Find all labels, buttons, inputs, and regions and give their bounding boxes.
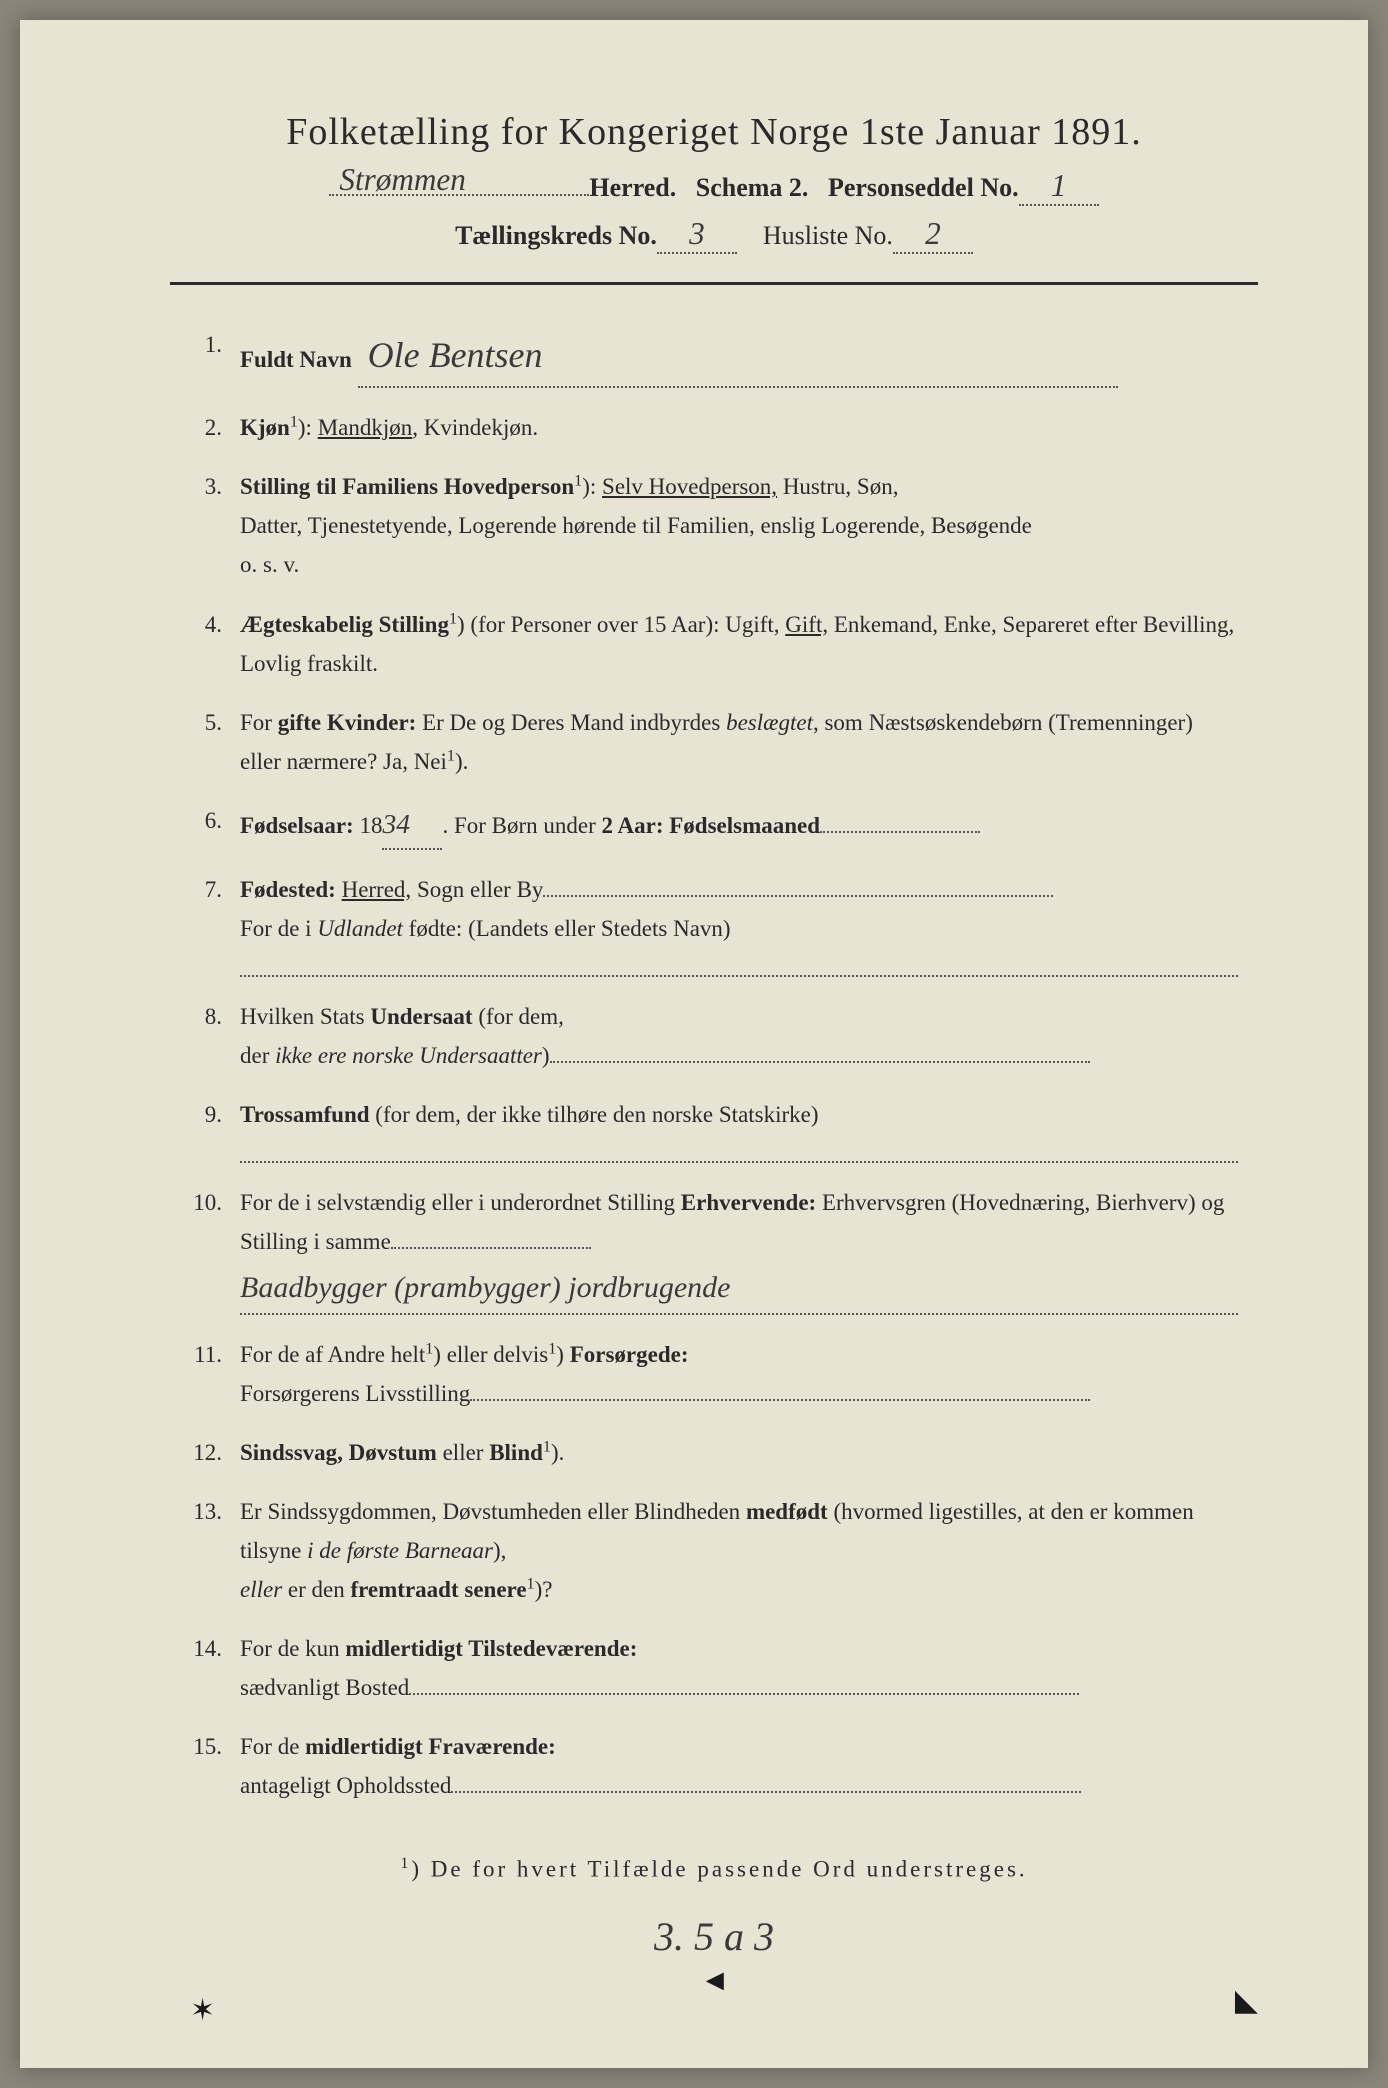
religion-field: [240, 1140, 1238, 1163]
position-selected: Selv Hovedperson,: [602, 474, 777, 499]
header-rule: [170, 282, 1258, 285]
ink-dot-icon: ✶: [190, 1993, 215, 2028]
form-body: 1. Fuldt Navn Ole Bentsen 2. Kjøn1): Man…: [170, 325, 1258, 1805]
item-7: 7. Fødested: Herred, Sogn eller By For d…: [180, 870, 1238, 977]
census-form-page: Folketælling for Kongeriget Norge 1ste J…: [20, 20, 1368, 2068]
bottom-handwriting: 3. 5 a 3: [170, 1913, 1258, 1960]
whereabouts-field: [451, 1791, 1081, 1793]
abroad-field: [240, 954, 1238, 977]
item-3: 3. Stilling til Familiens Hovedperson1):…: [180, 467, 1238, 584]
item-6: 6. Fødselsaar: 1834. For Børn under 2 Aa…: [180, 801, 1238, 850]
footnote: 1) De for hvert Tilfælde passende Ord un…: [170, 1855, 1258, 1883]
item-2: 2. Kjøn1): Mandkjøn, Kvindekjøn.: [180, 408, 1238, 447]
usual-residence-field: [409, 1693, 1079, 1695]
person-no-field: 1: [1019, 168, 1099, 206]
item-11: 11. For de af Andre helt1) eller delvis1…: [180, 1335, 1238, 1413]
item-9: 9. Trossamfund (for dem, der ikke tilhør…: [180, 1095, 1238, 1163]
citizenship-field: [550, 1061, 1090, 1063]
birthmonth-field: [820, 831, 980, 833]
herred-handwritten: Strømmen: [339, 162, 465, 198]
item-13: 13. Er Sindssygdommen, Døvstumheden elle…: [180, 1492, 1238, 1609]
occupation-field: Baadbygger (prambygger) jordbrugende: [240, 1262, 1238, 1315]
item-5: 5. For gifte Kvinder: Er De og Deres Man…: [180, 703, 1238, 781]
item-1: 1. Fuldt Navn Ole Bentsen: [180, 325, 1238, 388]
supporter-field: [470, 1399, 1090, 1401]
ink-dot-icon: ◄: [700, 1964, 730, 1998]
husliste-no-field: 2: [893, 216, 973, 254]
ink-blot-icon: ◣: [1235, 1983, 1258, 2018]
main-title: Folketælling for Kongeriget Norge 1ste J…: [170, 110, 1258, 154]
name-field: Ole Bentsen: [358, 325, 1118, 388]
birthplace-selected: Herred,: [342, 877, 412, 902]
item-15: 15. For de midlertidigt Fraværende: anta…: [180, 1727, 1238, 1805]
item-10: 10. For de i selvstændig eller i underor…: [180, 1183, 1238, 1314]
birthyear-field: 34: [382, 801, 442, 850]
item-14: 14. For de kun midlertidigt Tilstedevære…: [180, 1629, 1238, 1707]
birthplace-field: [543, 895, 1053, 897]
item-4: 4. Ægteskabelig Stilling1) (for Personer…: [180, 605, 1238, 683]
sex-selected: Mandkjøn: [318, 415, 413, 440]
herred-field: Strømmen: [329, 194, 589, 196]
marital-selected: Gift,: [785, 612, 828, 637]
item-12: 12. Sindssvag, Døvstum eller Blind1).: [180, 1433, 1238, 1472]
item-8: 8. Hvilken Stats Undersaat (for dem, der…: [180, 997, 1238, 1075]
subtitle-2: Tællingskreds No.3 Husliste No.2: [170, 216, 1258, 254]
kreds-no-field: 3: [657, 216, 737, 254]
form-header: Folketælling for Kongeriget Norge 1ste J…: [170, 110, 1258, 254]
subtitle-1: Strømmen Herred. Schema 2. Personseddel …: [170, 168, 1258, 206]
